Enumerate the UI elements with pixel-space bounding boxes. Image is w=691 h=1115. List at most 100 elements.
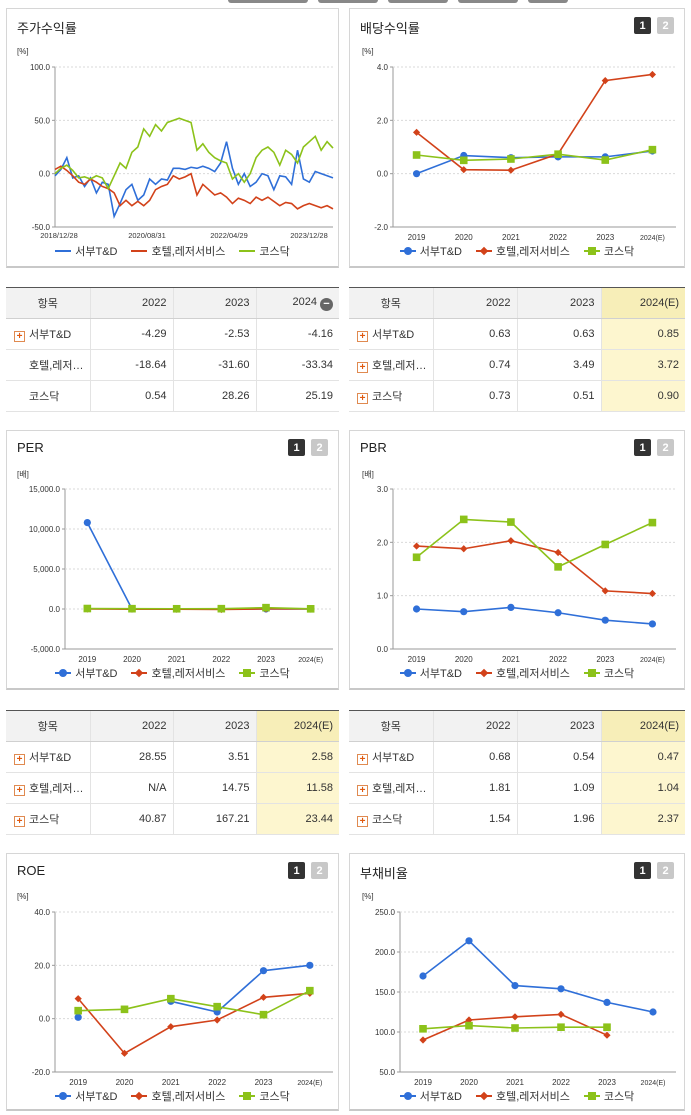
- y-tick-label: 0.0: [39, 170, 51, 179]
- expand-icon[interactable]: +: [357, 816, 368, 827]
- data-point: [217, 604, 226, 613]
- row-name-cell[interactable]: + 호텔,레저서비스: [349, 349, 433, 381]
- row-name-cell[interactable]: + 코스닥: [349, 803, 433, 835]
- legend-item[interactable]: 호텔,레저서비스: [131, 665, 225, 681]
- legend-item[interactable]: 호텔,레저서비스: [131, 1088, 225, 1104]
- y-tick-label: 200.0: [375, 948, 396, 957]
- page-1-button[interactable]: 1: [634, 17, 651, 34]
- legend-item[interactable]: 코스닥: [583, 665, 634, 681]
- roe-chart: 40.0 20.0 0.0 -20.0 2019 2020 2021 2022 2023 2024…: [32, 908, 333, 1087]
- legend-label: 코스닥: [259, 246, 290, 258]
- row-name-cell[interactable]: + 호텔,레저서비스: [349, 772, 433, 804]
- x-tick-label: 2020: [460, 1078, 478, 1087]
- page-2-button[interactable]: 2: [311, 439, 328, 456]
- expand-icon[interactable]: +: [14, 754, 25, 765]
- page-1-button[interactable]: 1: [288, 439, 305, 456]
- page-1-button[interactable]: 1: [634, 439, 651, 456]
- expand-icon[interactable]: +: [357, 362, 368, 373]
- row-name-cell[interactable]: + 코스닥: [6, 803, 90, 835]
- data-point: [74, 1006, 82, 1015]
- legend-item[interactable]: 서부T&D: [55, 665, 117, 681]
- row-name-cell[interactable]: + 서부T&D: [349, 318, 433, 350]
- pbr-table: 항목 2022 2023 2024(E) + 서부T&D 0.68 0.54 0.47 + 호텔,레…: [349, 710, 685, 835]
- series-line: [416, 73, 653, 172]
- value-cell: 0.85: [600, 318, 685, 350]
- legend-item[interactable]: 호텔,레저서비스: [475, 243, 570, 259]
- legend-item[interactable]: 서부T&D: [399, 243, 462, 259]
- table-row: + 서부T&D 0.63 0.63 0.85: [349, 318, 685, 350]
- legend-item[interactable]: 호텔,레저서비스: [131, 243, 225, 259]
- legend-label: 코스닥: [603, 246, 635, 258]
- legend-item[interactable]: 코스닥: [239, 665, 290, 681]
- legend-item[interactable]: 서부T&D: [399, 665, 462, 681]
- y-tick-label: -20.0: [32, 1068, 51, 1077]
- row-name: 호텔,레저서비스: [29, 783, 90, 795]
- data-point: [557, 985, 565, 993]
- page-2-button[interactable]: 2: [657, 862, 674, 879]
- legend-item[interactable]: 호텔,레저서비스: [475, 665, 570, 681]
- data-point: [419, 1025, 427, 1033]
- chart-legend: 서부T&D 호텔,레저서비스 코스닥: [350, 665, 684, 681]
- pbr-chart: 3.0 2.0 1.0 0.0 2019 2020 2021 2022 2023 2024(E): [377, 485, 676, 664]
- data-point: [554, 563, 562, 571]
- data-point: [459, 515, 468, 524]
- data-point: [465, 1021, 473, 1030]
- x-tick-label: 2024(E): [297, 1080, 322, 1087]
- legend-item[interactable]: 서부T&D: [55, 1088, 117, 1104]
- data-point: [465, 937, 473, 945]
- header-label: 2022: [142, 720, 167, 732]
- data-point: [603, 998, 611, 1006]
- roe-chart-panel: ROE 1 2 [%] 40.0 20.0 0.0 -20.0 2019 2020 2021…: [6, 853, 339, 1111]
- legend-item[interactable]: 코스닥: [583, 1088, 634, 1104]
- row-name-cell[interactable]: + 서부T&D: [6, 741, 90, 773]
- legend-marker-icon: [399, 1091, 416, 1101]
- series-line: [86, 522, 311, 610]
- row-name-cell[interactable]: + 호텔,레저서비스: [6, 772, 90, 804]
- page-2-button[interactable]: 2: [657, 439, 674, 456]
- data-point: [554, 609, 562, 617]
- data-point: [648, 620, 657, 628]
- page-1-button[interactable]: 1: [288, 862, 305, 879]
- page-1-button[interactable]: 1: [634, 862, 651, 879]
- x-tick-label: 2023: [596, 655, 614, 664]
- x-tick-label: 2021: [502, 655, 520, 664]
- legend-item[interactable]: 서부T&D: [399, 1088, 462, 1104]
- chart-legend: 서부T&D 호텔,레저서비스 코스닥: [350, 1088, 684, 1104]
- expand-icon[interactable]: +: [357, 331, 368, 342]
- expand-icon[interactable]: +: [14, 785, 25, 796]
- data-point: [412, 605, 421, 613]
- value-cell: -18.64: [89, 349, 173, 381]
- y-unit-label: [%]: [362, 47, 374, 56]
- pbr-chart-panel: PBR 1 2 [배] 3.0 2.0 1.0 0.0 2019 2020 2021 2022…: [349, 430, 685, 690]
- data-point: [412, 151, 421, 159]
- legend-item[interactable]: 코스닥: [583, 243, 635, 259]
- data-point: [557, 1010, 565, 1018]
- legend-item[interactable]: 코스닥: [239, 243, 290, 259]
- row-name-cell[interactable]: + 서부T&D: [6, 318, 90, 350]
- expand-icon[interactable]: +: [14, 816, 25, 827]
- legend-item[interactable]: 코스닥: [239, 1088, 290, 1104]
- data-point: [507, 537, 515, 545]
- page-2-button[interactable]: 2: [311, 862, 328, 879]
- page-2-button[interactable]: 2: [657, 17, 674, 34]
- data-point: [648, 145, 657, 154]
- collapse-icon[interactable]: −: [320, 297, 333, 311]
- expand-icon[interactable]: +: [357, 393, 368, 404]
- series-line: [416, 518, 653, 568]
- legend-item[interactable]: 호텔,레저서비스: [475, 1088, 570, 1104]
- data-point: [601, 156, 610, 164]
- expand-icon[interactable]: +: [357, 785, 368, 796]
- value-cell: 1.96: [516, 803, 601, 835]
- row-name-cell[interactable]: + 코스닥: [349, 380, 433, 412]
- expand-icon[interactable]: +: [357, 754, 368, 765]
- expand-icon[interactable]: +: [14, 331, 25, 342]
- table-header-cell: 2024(E): [255, 710, 339, 742]
- panel-title: ROE: [17, 863, 46, 878]
- header-label: 2024(E): [639, 720, 679, 732]
- data-point: [419, 972, 427, 980]
- legend-item[interactable]: 서부T&D: [55, 243, 117, 259]
- data-point: [511, 1013, 519, 1021]
- row-name-cell[interactable]: + 서부T&D: [349, 741, 433, 773]
- y-tick-label: 50.0: [34, 116, 50, 125]
